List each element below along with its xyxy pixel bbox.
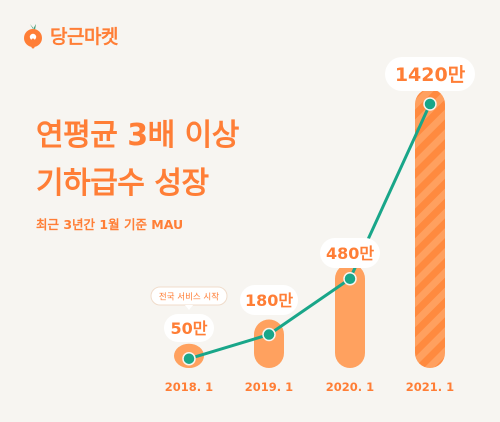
subtitle: 최근 3년간 1월 기준 MAU	[36, 217, 184, 232]
baseline-mask	[150, 368, 470, 380]
headline-line-1: 연평균 3배 이상	[36, 118, 239, 153]
brand-logo: 당근마켓	[22, 22, 118, 49]
x-tick-label: 2018. 1	[165, 380, 213, 394]
carrot-icon	[24, 23, 42, 48]
annotation-text: 전국 서비스 시작	[159, 292, 219, 303]
data-point	[423, 97, 437, 111]
brand-name: 당근마켓	[50, 26, 118, 48]
value-label: 480만	[326, 244, 374, 263]
value-label: 180만	[245, 291, 293, 310]
value-label-pill	[385, 57, 475, 91]
bar-2020. 1	[335, 263, 365, 368]
x-tick-label: 2021. 1	[406, 380, 454, 394]
value-label: 1420만	[395, 64, 466, 86]
value-label-pill	[164, 314, 214, 342]
value-label: 50만	[171, 319, 208, 338]
bar-2019. 1	[254, 319, 284, 368]
headline-line-2: 기하급수 성장	[36, 166, 209, 201]
bar-2021. 1	[415, 89, 445, 368]
annotation-pointer	[185, 305, 193, 310]
value-label-pill	[320, 238, 380, 268]
x-tick-label: 2019. 1	[245, 380, 293, 394]
x-tick-label: 2020. 1	[326, 380, 374, 394]
trend-line	[188, 103, 432, 361]
value-label-pill	[240, 285, 298, 315]
data-point	[182, 351, 196, 366]
data-point	[262, 327, 276, 342]
headline: 연평균 3배 이상 기하급수 성장	[36, 112, 239, 208]
data-point	[343, 272, 357, 286]
